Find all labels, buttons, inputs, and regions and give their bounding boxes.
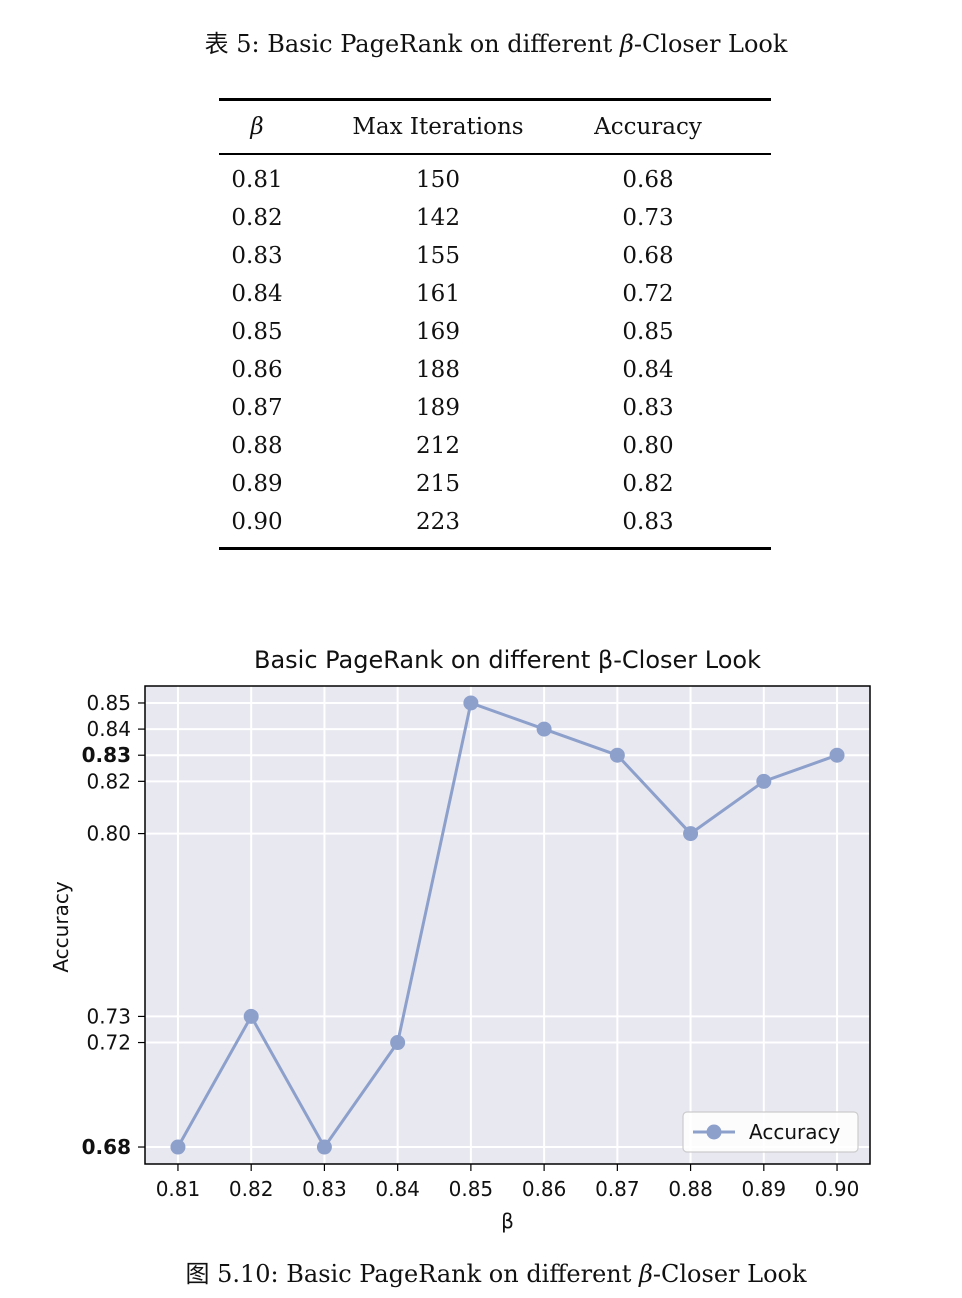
table-row: 0.82 142 0.73	[219, 199, 771, 237]
results-table: β Max Iterations Accuracy 0.81 150 0.68 0.8…	[219, 98, 771, 550]
cell-beta: 0.84	[231, 281, 283, 307]
cell-accuracy: 0.83	[581, 503, 715, 550]
table-row: 0.87 189 0.83	[219, 389, 771, 427]
table-row: 0.83 155 0.68	[219, 237, 771, 275]
cell-max-iterations: 169	[416, 319, 460, 345]
figure-caption-beta: β	[639, 1260, 653, 1288]
cell-max-iterations: 189	[416, 395, 460, 421]
figure-caption-text: Basic PageRank on different	[286, 1260, 632, 1288]
x-tick-label: 0.81	[156, 1177, 201, 1201]
y-tick-label: 0.83	[82, 743, 131, 767]
cell-beta: 0.88	[231, 433, 283, 459]
y-tick-label: 0.85	[86, 691, 131, 715]
y-tick-label: 0.68	[82, 1135, 131, 1159]
cell-max-iterations: 223	[295, 503, 581, 550]
y-tick-label: 0.80	[86, 822, 131, 846]
data-point	[170, 1139, 186, 1155]
data-point	[316, 1139, 332, 1155]
y-tick-label: 0.73	[86, 1004, 131, 1028]
table-caption-text: Basic PageRank on different	[267, 30, 613, 58]
table-caption: 表 5: Basic PageRank on different β-Close…	[0, 24, 962, 59]
y-tick-label: 0.72	[86, 1031, 131, 1055]
figure-caption: 图 5.10: Basic PageRank on different β-Cl…	[0, 1254, 962, 1289]
cell-accuracy: 0.68	[622, 167, 674, 193]
plot-area	[145, 686, 870, 1164]
table-row: 0.84 161 0.72	[219, 275, 771, 313]
data-point	[609, 747, 625, 763]
x-tick-label: 0.90	[815, 1177, 860, 1201]
chart-title: Basic PageRank on different β-Closer Loo…	[253, 646, 761, 674]
table-caption-beta: β	[619, 30, 634, 58]
cell-accuracy: 0.68	[622, 243, 674, 269]
cell-beta: 0.90	[219, 503, 295, 550]
data-point	[243, 1008, 259, 1024]
x-tick-label: 0.84	[375, 1177, 420, 1201]
cell-accuracy: 0.72	[622, 281, 674, 307]
table-row: 0.89 215 0.82	[219, 465, 771, 503]
table-caption-prefix: 表 5:	[204, 30, 260, 58]
header-accuracy: Accuracy	[581, 98, 715, 155]
table-row: 0.86 188 0.84	[219, 351, 771, 389]
cell-max-iterations: 150	[416, 167, 460, 193]
cell-accuracy: 0.85	[622, 319, 674, 345]
header-beta: β	[219, 98, 295, 155]
series-line	[176, 700, 838, 1150]
data-point	[683, 826, 699, 842]
x-tick-label: 0.82	[229, 1177, 274, 1201]
data-point	[463, 695, 479, 711]
x-tick-label: 0.88	[668, 1177, 713, 1201]
cell-beta: 0.86	[231, 357, 283, 383]
cell-max-iterations: 212	[416, 433, 460, 459]
cell-max-iterations: 188	[416, 357, 460, 383]
cell-spacer	[715, 503, 771, 550]
table-row: 0.90 223 0.83	[219, 503, 771, 550]
x-tick-label: 0.83	[302, 1177, 347, 1201]
figure-caption-suffix: -Closer Look	[652, 1260, 807, 1288]
figure-caption-prefix: 图 5.10:	[185, 1260, 279, 1288]
table-caption-suffix: -Closer Look	[633, 30, 788, 58]
cell-max-iterations: 161	[416, 281, 460, 307]
legend-marker	[706, 1124, 722, 1140]
table-row: 0.81 150 0.68	[219, 154, 771, 199]
legend-box	[682, 1111, 859, 1153]
data-point	[536, 721, 552, 737]
y-tick-label: 0.84	[86, 717, 131, 741]
cell-beta: 0.83	[231, 243, 283, 269]
data-point	[756, 773, 772, 789]
x-tick-label: 0.87	[595, 1177, 640, 1201]
cell-beta: 0.85	[231, 319, 283, 345]
y-tick-label: 0.82	[86, 769, 131, 793]
x-tick-label: 0.85	[449, 1177, 494, 1201]
cell-accuracy: 0.82	[622, 471, 674, 497]
header-spacer	[715, 98, 771, 155]
cell-accuracy: 0.83	[622, 395, 674, 421]
data-point	[829, 747, 845, 763]
x-axis-label: β	[501, 1209, 514, 1233]
table-row: 0.85 169 0.85	[219, 313, 771, 351]
x-tick-label: 0.86	[522, 1177, 567, 1201]
table-row: 0.88 212 0.80	[219, 427, 771, 465]
cell-max-iterations: 155	[416, 243, 460, 269]
cell-beta: 0.89	[231, 471, 283, 497]
cell-max-iterations: 142	[416, 205, 460, 231]
data-point	[390, 1035, 406, 1051]
cell-accuracy: 0.84	[622, 357, 674, 383]
table-header-row: β Max Iterations Accuracy	[219, 98, 771, 155]
legend-label: Accuracy	[749, 1120, 840, 1144]
y-axis-label: Accuracy	[49, 881, 73, 972]
plot-frame	[144, 685, 871, 1165]
cell-beta: 0.81	[231, 167, 283, 193]
table-body: 0.81 150 0.68 0.82 142 0.73 0.83 155 0.68 0.84 161…	[219, 154, 771, 550]
header-max-iterations: Max Iterations	[295, 98, 581, 155]
cell-max-iterations: 215	[416, 471, 460, 497]
cell-accuracy: 0.73	[622, 205, 674, 231]
cell-beta: 0.87	[231, 395, 283, 421]
cell-accuracy: 0.80	[622, 433, 674, 459]
x-tick-label: 0.89	[742, 1177, 787, 1201]
cell-beta: 0.82	[231, 205, 283, 231]
